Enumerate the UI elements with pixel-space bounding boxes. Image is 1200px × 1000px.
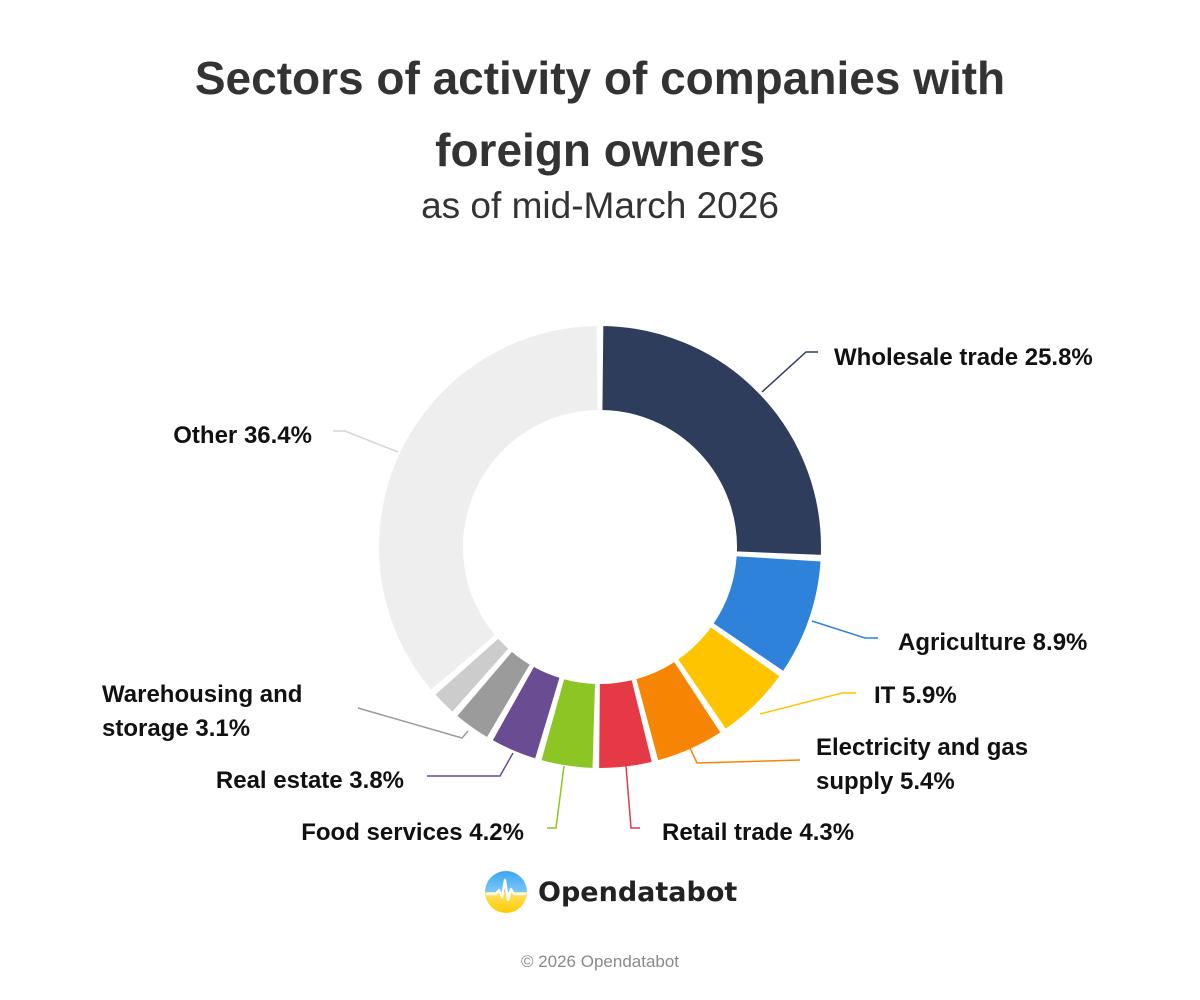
label-electricity: Electricity and gas supply 5.4%: [816, 734, 1028, 795]
slice-wholesale: [600, 324, 823, 557]
label-food-line-1: Food services 4.2%: [301, 819, 524, 846]
copyright: © 2026 Opendatabot: [520, 952, 680, 971]
label-warehousing-line-1: Warehousing and: [102, 681, 302, 708]
label-it-line-1: IT 5.9%: [874, 682, 957, 709]
label-other-line-1: Other 36.4%: [173, 422, 312, 449]
label-wholesale: Wholesale trade 25.8%: [834, 344, 1093, 371]
slice-food: [539, 676, 598, 770]
label-agriculture-line-1: Agriculture 8.9%: [898, 629, 1087, 656]
connector-electricity: [689, 747, 801, 764]
label-retail-line-1: Retail trade 4.3%: [662, 819, 854, 846]
chart-title-line-1: Sectors of activity of companies with: [194, 52, 1006, 104]
chart-title: Sectors of activity of companies with fo…: [0, 42, 1200, 186]
chart-subtitle: as of mid-March 2026: [421, 185, 779, 226]
label-other: Other 36.4%: [173, 422, 312, 449]
connector-other: [333, 430, 399, 453]
connector-it: [759, 692, 856, 715]
label-it: IT 5.9%: [874, 682, 957, 709]
brand-name: Opendatabot: [538, 876, 738, 908]
slice-electricity: [634, 659, 723, 763]
label-electricity-line-1: Electricity and gas: [816, 734, 1028, 761]
slice-realestate: [490, 664, 562, 761]
label-warehousing: Warehousing and storage 3.1%: [102, 681, 302, 742]
connector-food: [547, 765, 565, 829]
label-electricity-line-2: supply 5.4%: [816, 768, 955, 795]
chart-title-line-2: foreign owners: [435, 124, 765, 176]
label-retail: Retail trade 4.3%: [662, 819, 854, 846]
slice-other: [377, 324, 600, 693]
slice-agriculture: [711, 554, 823, 674]
slice-it: [675, 625, 782, 732]
connector-wholesale: [761, 351, 818, 393]
slice-warehousing: [454, 649, 533, 740]
label-food: Food services 4.2%: [301, 819, 524, 846]
label-warehousing-line-2: storage 3.1%: [102, 715, 250, 742]
slice-retail: [597, 678, 654, 770]
label-wholesale-line-1: Wholesale trade 25.8%: [834, 344, 1093, 371]
label-realestate-line-1: Real estate 3.8%: [216, 767, 404, 794]
slice-small: [433, 636, 511, 714]
opendatabot-logo-icon: [485, 871, 527, 913]
brand: Opendatabot: [484, 870, 737, 914]
label-realestate: Real estate 3.8%: [216, 767, 404, 794]
connector-retail: [625, 765, 640, 829]
connector-agriculture: [811, 620, 878, 639]
connector-realestate: [427, 752, 514, 777]
label-agriculture: Agriculture 8.9%: [898, 629, 1087, 656]
connector-warehousing: [357, 707, 469, 739]
